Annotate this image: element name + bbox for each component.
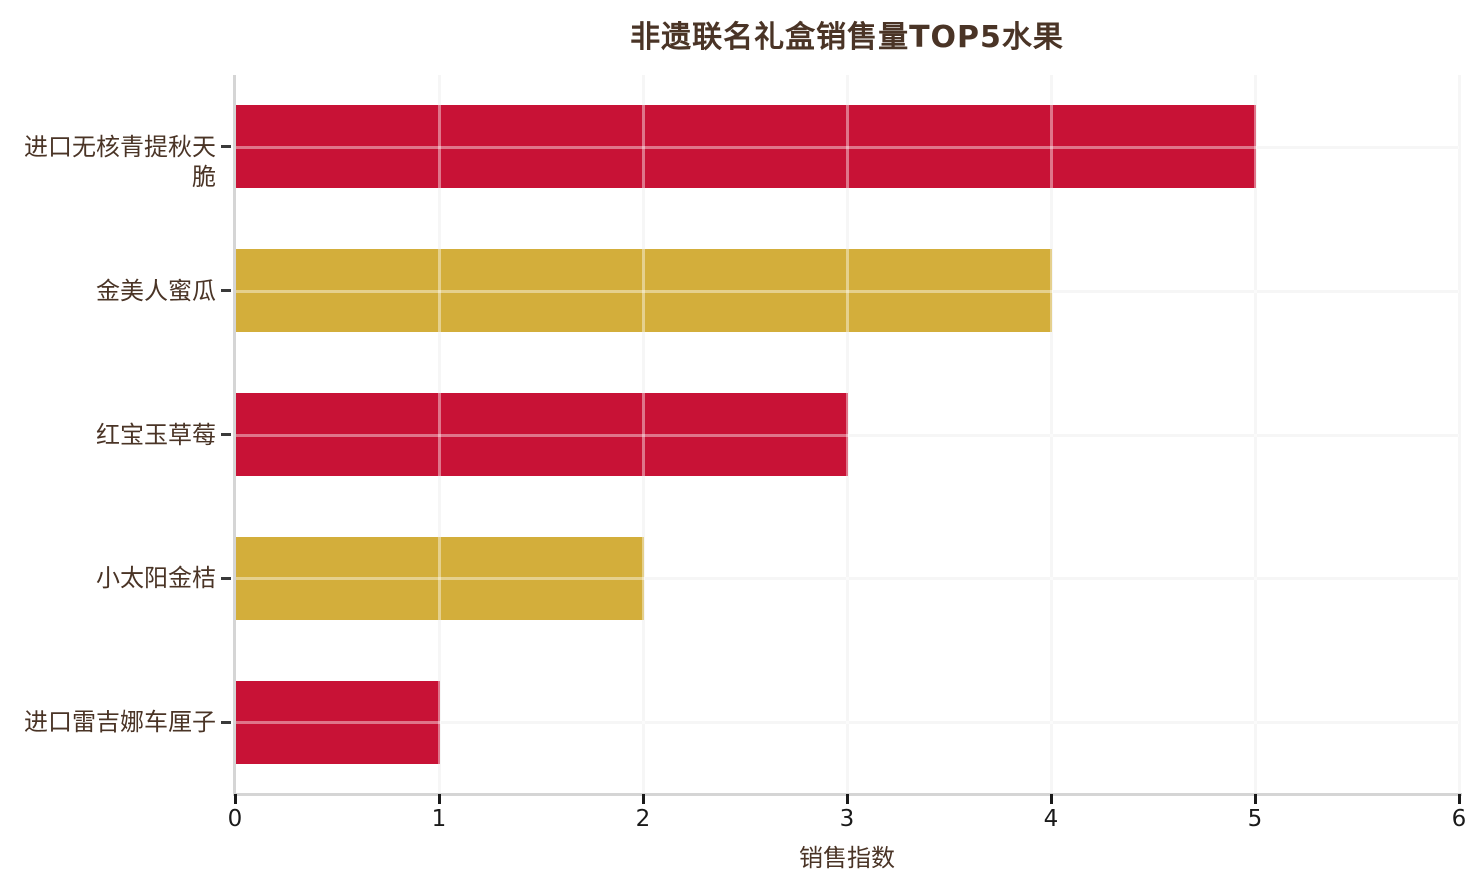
horizontal-gridline <box>235 721 1459 724</box>
bar <box>236 105 1256 188</box>
vertical-gridline <box>1458 75 1461 794</box>
x-axis-tick-label: 4 <box>1043 806 1059 832</box>
x-axis-tick <box>846 794 849 804</box>
x-axis-tick-label: 0 <box>227 806 243 832</box>
bar <box>236 393 848 476</box>
bar <box>236 681 440 764</box>
vertical-gridline <box>1050 75 1053 794</box>
y-axis-tick <box>221 289 231 292</box>
horizontal-gridline <box>235 434 1459 437</box>
y-axis-label: 金美人蜜瓜 <box>96 277 216 305</box>
x-axis-tick <box>438 794 441 804</box>
vertical-gridline <box>1254 75 1257 794</box>
y-axis-tick <box>221 433 231 436</box>
horizontal-gridline <box>235 577 1459 580</box>
y-axis-line <box>233 75 236 796</box>
vertical-gridline <box>642 75 645 794</box>
y-axis-tick <box>221 577 231 580</box>
x-axis-tick-label: 5 <box>1247 806 1263 832</box>
x-axis-tick <box>1050 794 1053 804</box>
chart-title: 非遗联名礼盒销售量TOP5水果 <box>630 20 1064 55</box>
y-axis-label: 小太阳金桔 <box>96 564 216 592</box>
x-axis-tick <box>642 794 645 804</box>
x-axis-tick-label: 3 <box>839 806 855 832</box>
bar <box>236 537 644 620</box>
y-axis-label: 进口雷吉娜车厘子 <box>24 708 216 736</box>
horizontal-gridline <box>235 146 1459 149</box>
vertical-gridline <box>846 75 849 794</box>
y-axis-tick <box>221 145 231 148</box>
vertical-gridline <box>438 75 441 794</box>
x-axis-tick-label: 1 <box>431 806 447 832</box>
x-axis-tick <box>234 794 237 804</box>
horizontal-gridline <box>235 290 1459 293</box>
x-axis-tick <box>1254 794 1257 804</box>
plot-area <box>235 75 1461 794</box>
x-axis-title: 销售指数 <box>799 844 895 872</box>
x-axis-tick-label: 6 <box>1451 806 1467 832</box>
y-axis-label: 进口无核青提秋天脆 <box>24 133 216 191</box>
x-axis-tick-label: 2 <box>635 806 651 832</box>
horizontal-gridline <box>235 721 1459 724</box>
vertical-gridline <box>1458 75 1461 794</box>
x-axis-tick <box>1458 794 1461 804</box>
y-axis-tick <box>221 721 231 724</box>
horizontal-gridline <box>235 577 1459 580</box>
y-axis-label: 红宝玉草莓 <box>96 421 216 449</box>
bar <box>236 249 1052 332</box>
